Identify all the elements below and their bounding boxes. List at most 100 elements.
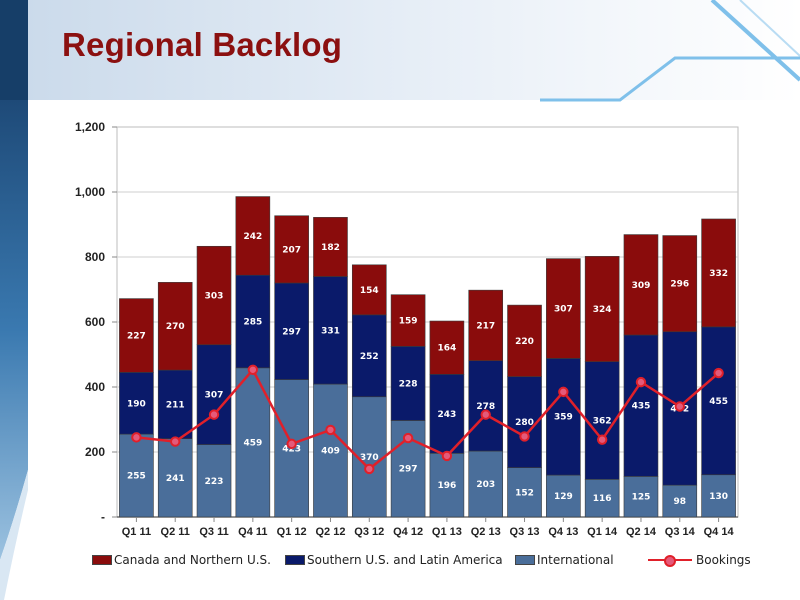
bar-data-label: 278 (476, 402, 495, 412)
bar-data-label: 307 (205, 391, 224, 401)
bar-segment (119, 298, 154, 373)
bookings-marker (170, 436, 181, 447)
x-tick-label: Q4 13 (548, 526, 578, 538)
side-swoosh-light (0, 470, 28, 600)
x-tick-label: Q4 11 (238, 526, 267, 538)
bookings-marker (325, 424, 336, 436)
bar-data-label: 241 (166, 474, 185, 484)
bar-data-label: 220 (515, 337, 534, 347)
bar-data-label: 190 (127, 399, 146, 409)
bar-segment (701, 218, 736, 328)
bar-segment (623, 476, 659, 518)
bar-data-label: 455 (709, 397, 728, 407)
bar-segment (196, 344, 232, 445)
bar-segment (662, 484, 698, 518)
bar-data-label: 280 (515, 418, 534, 428)
bar-segment (662, 235, 698, 333)
legend-item: International (515, 553, 614, 567)
bookings-marker (596, 434, 608, 445)
chart-legend: Canada and Northern U.S. Southern U.S. an… (92, 553, 792, 571)
bar-data-label: 207 (282, 245, 301, 255)
legend-item: Southern U.S. and Latin America (285, 553, 503, 567)
x-tick-label: Q1 12 (277, 526, 307, 538)
bookings-marker (713, 367, 724, 379)
bar-segment (157, 282, 193, 371)
bookings-marker (558, 386, 569, 398)
x-tick-label: Q3 11 (199, 526, 228, 538)
bookings-marker (674, 401, 685, 412)
legend-swatch (515, 555, 535, 565)
bar-data-label: 203 (476, 480, 495, 490)
bar-data-label: 98 (674, 497, 687, 507)
bar-segment (390, 294, 426, 347)
bar-segment (351, 314, 387, 398)
bar-data-label: 182 (321, 243, 340, 253)
bar-segment (274, 215, 309, 284)
y-tick-label: 400 (85, 380, 105, 394)
bar-segment (196, 245, 232, 346)
bar-segment (546, 258, 581, 359)
bar-segment (390, 346, 426, 421)
x-tick-label: Q3 12 (354, 526, 384, 538)
bookings-marker (519, 431, 530, 442)
bar-data-label: 243 (438, 410, 457, 420)
bar-segment (235, 274, 271, 369)
bar-data-label: 130 (709, 492, 728, 502)
legend-item: Canada and Northern U.S. (92, 553, 271, 567)
y-tick-label: 1,200 (75, 120, 105, 134)
legend-label: Bookings (696, 553, 751, 567)
bar-data-label: 331 (321, 326, 340, 336)
bar-data-label: 435 (632, 402, 651, 412)
legend-label: Canada and Northern U.S. (114, 553, 271, 567)
bar-segment (157, 369, 193, 439)
bookings-marker (635, 376, 647, 388)
bar-data-label: 242 (243, 232, 262, 242)
header-band (0, 0, 800, 100)
x-tick-label: Q2 12 (315, 526, 345, 538)
bar-segment (507, 304, 542, 377)
bar-data-label: 324 (593, 305, 612, 315)
bar-data-label: 307 (554, 305, 573, 315)
bar-data-label: 196 (438, 481, 457, 491)
bar-segment (584, 256, 620, 362)
bar-data-label: 409 (321, 447, 340, 457)
bookings-marker (480, 409, 491, 420)
bar-segment (701, 326, 736, 476)
bar-segment (313, 276, 348, 385)
legend-line-swatch (648, 554, 692, 567)
bar-segment (351, 264, 387, 316)
bar-data-label: 297 (399, 465, 418, 475)
bar-data-label: 159 (399, 317, 418, 327)
bookings-marker (402, 432, 414, 444)
bar-data-label: 423 (282, 444, 301, 454)
bookings-marker (364, 463, 375, 475)
header-deco-line-3 (540, 56, 800, 102)
bar-data-label: 116 (593, 494, 612, 504)
bar-segment (507, 376, 542, 468)
x-tick-label: Q2 14 (626, 526, 657, 538)
bar-segment (546, 474, 581, 518)
x-tick-label: Q2 11 (161, 526, 190, 538)
y-tick-label: 800 (85, 250, 105, 264)
slide-title: Regional Backlog (62, 26, 343, 63)
header-accent (0, 0, 28, 100)
legend-label: Southern U.S. and Latin America (307, 553, 503, 567)
bar-segment (468, 360, 504, 452)
bar-data-label: 252 (360, 352, 379, 362)
x-tick-label: Q3 13 (510, 526, 540, 538)
bar-segment (313, 217, 348, 277)
header-deco-line (710, 0, 800, 82)
bookings-marker (208, 409, 220, 420)
bar-data-label: 129 (554, 492, 573, 502)
bar-data-label: 152 (515, 488, 534, 498)
bar-data-label: 223 (205, 477, 224, 487)
bar-data-label: 303 (205, 292, 224, 302)
bar-data-label: 217 (476, 321, 495, 331)
bar-segment (584, 478, 620, 518)
bar-segment (119, 433, 154, 518)
bar-segment (429, 374, 465, 454)
bar-data-label: 362 (593, 416, 612, 426)
y-tick-label: 600 (85, 315, 105, 329)
